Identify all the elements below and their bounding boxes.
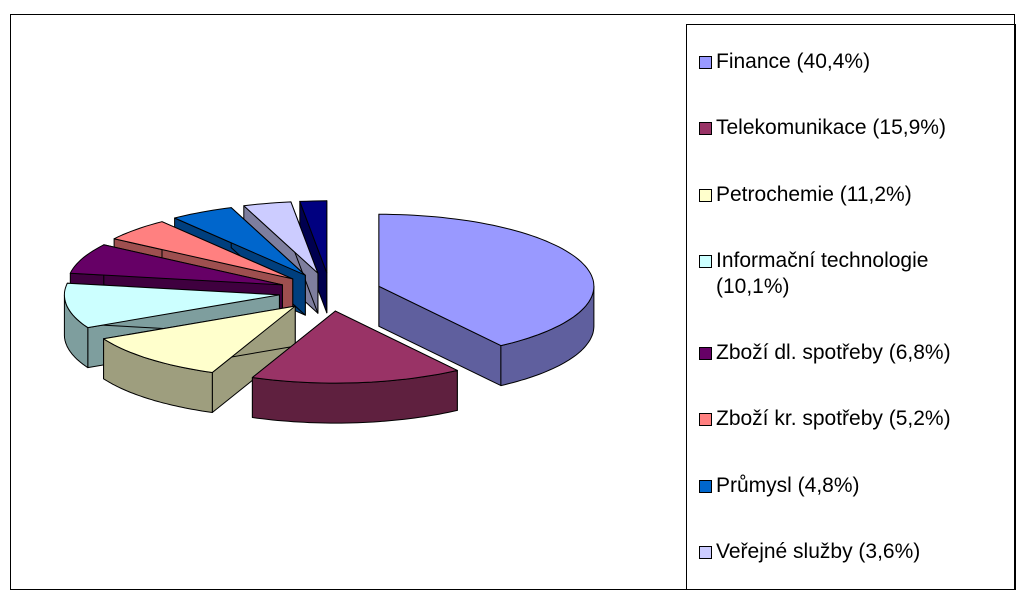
legend-entry: Zboží dl. spotřeby (6,8%) [699, 340, 999, 366]
legend-swatch [699, 545, 712, 559]
legend-label: Petrochemie (11,2%) [716, 182, 912, 206]
slice [251, 310, 458, 384]
legend-swatch [699, 413, 712, 427]
slice [69, 244, 283, 286]
legend-swatch [699, 479, 712, 493]
legend-label: Telekomunikace (15,9%) [716, 116, 946, 140]
slice [243, 201, 319, 274]
slice [63, 282, 280, 329]
legend-entry: Průmysl (4,8%) [699, 473, 999, 499]
legend-label: Průmysl (4,8%) [716, 473, 860, 497]
slice [378, 213, 595, 347]
slice [299, 200, 328, 274]
legend-entry: Finance (40,4%) [699, 49, 999, 75]
slice [113, 221, 294, 280]
legend-swatch [699, 347, 712, 361]
legend-entry: Petrochemie (11,2%) [699, 182, 999, 208]
legend-swatch [699, 56, 712, 70]
legend: Finance (40,4%) Telekomunikace (15,9%) Pet… [686, 24, 1016, 590]
legend-swatch [699, 254, 712, 268]
legend-swatch [699, 122, 712, 136]
legend-entry: Veřejné služby (3,6%) [699, 539, 999, 565]
legend-label: Zboží dl. spotřeby (6,8%) [716, 341, 951, 365]
legend-label: Veřejné služby (3,6%) [716, 539, 921, 563]
legend-label: Informační technologie (10,1%) [716, 248, 929, 298]
chart-frame [10, 14, 1015, 590]
slice [103, 305, 296, 373]
legend-label: Finance (40,4%) [716, 50, 871, 74]
legend-entry: Telekomunikace (15,9%) [699, 115, 999, 141]
legend-entry: Zboží kr. spotřeby (5,2%) [699, 406, 999, 432]
pie-chart [63, 200, 595, 424]
legend-swatch [699, 188, 712, 202]
legend-label: Zboží kr. spotřeby (5,2%) [716, 407, 951, 431]
slice [174, 207, 306, 276]
legend-entry: Informační technologie (10,1%) [699, 248, 999, 300]
